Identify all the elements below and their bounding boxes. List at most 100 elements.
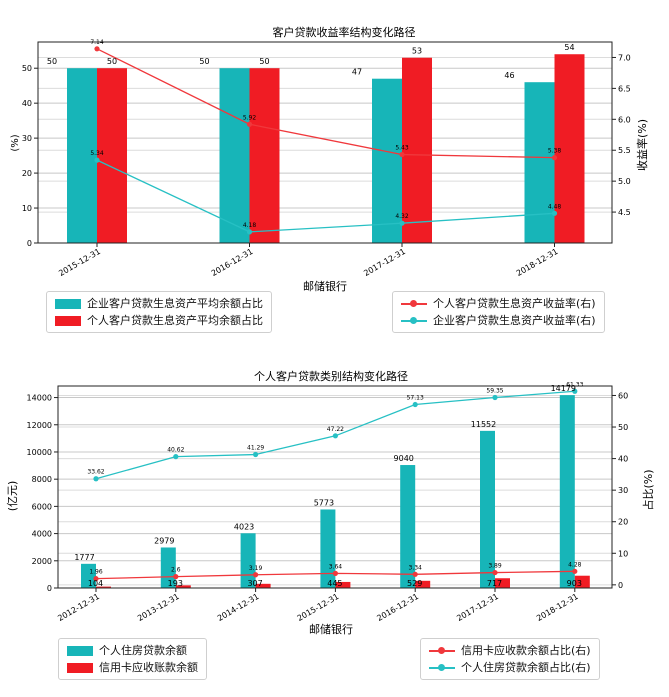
line-value-label: 3.19	[249, 565, 263, 572]
y-tick-label: 20	[22, 169, 32, 178]
bar-value-label: 14179	[551, 384, 576, 393]
red-patch-icon	[55, 315, 81, 326]
y2-tick-label: 6.5	[618, 84, 631, 93]
line-point	[572, 568, 578, 574]
bar	[574, 575, 590, 588]
line-value-label: 5.43	[395, 145, 409, 152]
bar	[96, 586, 111, 588]
line-point	[572, 388, 578, 394]
y2-tick-label: 4.5	[618, 208, 631, 217]
bar-value-label: 50	[259, 57, 269, 66]
y-tick-label: 8000	[32, 475, 52, 484]
red-patch-icon	[67, 662, 93, 673]
bar-value-label: 50	[47, 57, 57, 66]
chart2-title: 个人客户贷款类别结构变化路径	[254, 369, 408, 383]
x-tick-label: 2017-12-31	[455, 592, 500, 623]
teal-line-marker-icon	[401, 316, 427, 326]
line-value-label: 5.92	[243, 114, 257, 121]
x-tick-label: 2012-12-31	[56, 592, 101, 623]
bar-value-label: 9040	[394, 454, 414, 463]
x-tick-label: 2014-12-31	[216, 592, 261, 623]
bar-value-label: 903	[567, 579, 582, 588]
bar	[81, 563, 96, 588]
line-point	[246, 229, 253, 235]
line-point	[492, 394, 498, 401]
x-tick-label: 2018-12-31	[515, 247, 560, 278]
plot-frame	[37, 41, 613, 244]
legend-label: 信用卡应收款余额占比(右)	[461, 643, 591, 657]
x-tick-label: 2015-12-31	[296, 592, 341, 623]
line-point	[94, 157, 100, 163]
y-tick-label: 4000	[32, 530, 52, 539]
series-line	[96, 48, 555, 159]
y2-tick-label: 5.0	[618, 177, 631, 186]
line-point	[332, 433, 338, 439]
bar	[559, 395, 575, 588]
bar-value-label: 307	[247, 579, 262, 588]
legend-label: 个人客户贷款生息资产收益率(右)	[433, 296, 596, 310]
bar	[402, 57, 432, 243]
line-value-label: 41.29	[247, 445, 264, 452]
bar-value-label: 50	[199, 57, 209, 66]
red-line-marker-icon	[429, 646, 455, 656]
bar-value-label: 717	[487, 579, 502, 588]
y-tick-label: 2000	[32, 557, 52, 566]
bar	[524, 82, 555, 243]
y-tick-label: 40	[22, 99, 32, 108]
teal-line-marker-icon	[429, 663, 455, 673]
chart2-xlabel: 邮储银行	[309, 622, 353, 636]
line-point	[94, 46, 100, 52]
line-value-label: 3.64	[329, 563, 343, 570]
chart1-y2label: 收益率(%)	[635, 119, 649, 171]
line-value-label: 1.96	[89, 569, 103, 576]
line-value-label: 47.22	[327, 426, 344, 433]
x-tick-label: 2016-12-31	[210, 247, 255, 278]
legend-item: 个人客户贷款生息资产收益率(右)	[401, 295, 596, 312]
legend-item: 个人住房贷款余额占比(右)	[429, 659, 591, 676]
chart2-bar-legend: 个人住房贷款余额 信用卡应收账款余额	[58, 638, 207, 680]
bar	[175, 585, 191, 588]
line-value-label: 3.89	[488, 563, 502, 570]
line-value-label: 4.18	[243, 222, 257, 229]
bar-value-label: 46	[504, 71, 514, 80]
line-value-label: 33.62	[87, 469, 104, 476]
bar-value-label: 50	[107, 57, 117, 66]
y2-tick-label: 7.0	[618, 53, 631, 62]
bar	[400, 465, 416, 588]
x-tick-label: 2015-12-31	[57, 247, 102, 278]
y-tick-label: 0	[47, 584, 52, 593]
y2-tick-label: 30	[618, 486, 628, 495]
x-tick-label: 2018-12-31	[535, 592, 580, 623]
legend-label: 个人住房贷款余额	[99, 643, 187, 657]
line-value-label: 5.34	[90, 150, 104, 157]
bar-value-label: 5773	[314, 498, 334, 507]
y-tick-label: 10000	[27, 448, 52, 457]
legend-label: 企业客户贷款生息资产平均余额占比	[87, 296, 263, 310]
series-line	[96, 159, 555, 233]
legend-label: 个人客户贷款生息资产平均余额占比	[87, 313, 263, 327]
y2-tick-label: 0	[618, 581, 623, 590]
legend-item: 个人客户贷款生息资产平均余额占比	[55, 312, 263, 329]
bar	[415, 580, 431, 588]
y2-tick-label: 60	[618, 391, 628, 400]
line-point	[253, 572, 259, 578]
chart2-plot: 0 2000 4000 6000 8000 10000 12000 14000 0 10 20 30 4…	[27, 381, 629, 623]
bar-value-label: 193	[168, 579, 183, 588]
line-value-label: 4.48	[548, 203, 562, 210]
line-point	[399, 151, 405, 158]
bar-value-label: 11552	[471, 420, 496, 429]
line-point	[173, 574, 179, 580]
legend-item: 信用卡应收款余额占比(右)	[429, 642, 591, 659]
bar	[219, 68, 250, 243]
line-point	[551, 210, 558, 216]
bar-value-label: 54	[564, 43, 574, 52]
y2-tick-label: 50	[618, 423, 628, 432]
y-tick-label: 30	[22, 134, 32, 143]
chart1-title: 客户贷款收益率结构变化路径	[273, 25, 416, 39]
bar	[372, 78, 402, 243]
y-tick-label: 50	[22, 64, 32, 73]
chart2-ylabel: (亿元)	[6, 481, 19, 512]
y2-tick-label: 20	[618, 518, 628, 527]
line-value-label: 7.14	[90, 39, 104, 46]
